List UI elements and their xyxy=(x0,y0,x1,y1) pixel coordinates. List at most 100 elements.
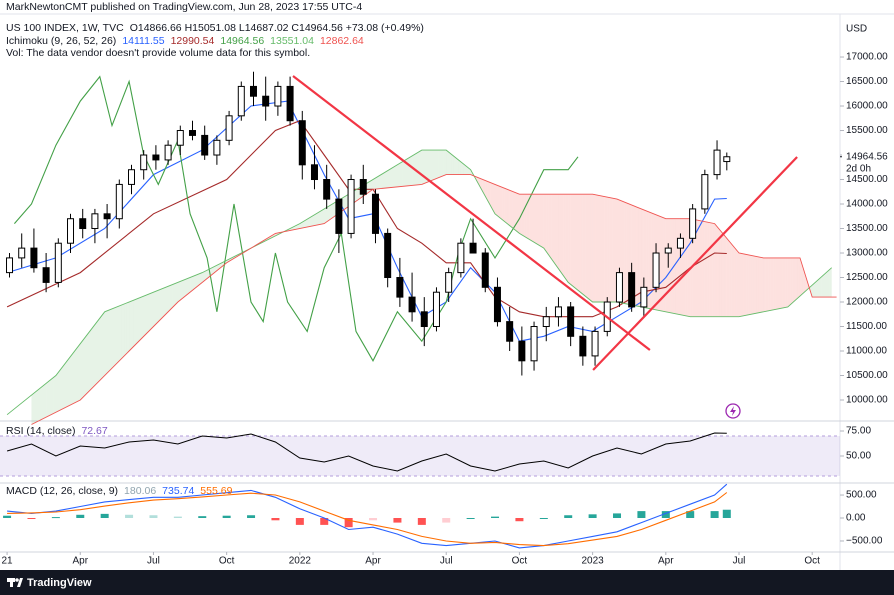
y-tick-label: 13500.00 xyxy=(846,223,888,234)
cloud-fill xyxy=(155,290,159,325)
cloud-fill xyxy=(190,276,193,293)
cloud-fill xyxy=(770,257,774,311)
cloud-fill xyxy=(429,150,432,182)
cloud-fill xyxy=(756,256,759,314)
cloud-fill xyxy=(814,280,818,298)
y-tick-label: 11000.00 xyxy=(846,346,887,357)
indicator-title: Ichimoku (9, 26, 52, 26) xyxy=(6,35,116,47)
cloud-fill xyxy=(541,194,544,249)
trendline xyxy=(292,75,651,351)
cloud-fill xyxy=(426,150,430,183)
x-tick-label: Apr xyxy=(658,556,674,567)
cloud-fill xyxy=(421,150,425,185)
candle-body xyxy=(371,193,379,234)
cloud-fill xyxy=(80,340,83,401)
cloud-fill xyxy=(592,194,596,303)
cloud-fill xyxy=(41,385,44,420)
candle-body xyxy=(249,85,257,97)
cloud-fill xyxy=(485,180,488,201)
macd-histogram-bar xyxy=(125,514,134,518)
x-tick-label: Jul xyxy=(733,556,746,567)
cloud-fill xyxy=(392,166,395,188)
y-tick-label: 0.00 xyxy=(846,513,866,524)
candle-body xyxy=(384,232,392,279)
cloud-fill xyxy=(90,327,93,391)
cloud-fill xyxy=(512,191,515,230)
cloud-fill xyxy=(826,269,830,298)
cloud-fill xyxy=(575,194,578,291)
cloud-fill xyxy=(307,217,310,228)
cloud-fill xyxy=(597,195,600,303)
candle-body xyxy=(408,296,416,313)
cloud-fill xyxy=(153,291,156,327)
cloud-fill xyxy=(787,257,791,307)
cloud-fill xyxy=(504,188,508,224)
cloud-fill xyxy=(448,152,452,175)
candle-body xyxy=(445,272,453,293)
cloud-fill xyxy=(99,314,103,381)
macd-histogram-bar xyxy=(491,516,500,518)
candle-body xyxy=(115,183,123,220)
cloud-fill xyxy=(273,233,276,238)
cloud-fill xyxy=(33,391,37,424)
cloud-fill xyxy=(817,278,820,298)
macd-histogram-bar xyxy=(247,515,256,518)
candle-body xyxy=(188,130,196,136)
cloud-fill xyxy=(380,173,383,189)
x-tick-label: Oct xyxy=(219,556,235,567)
cloud-fill xyxy=(48,379,51,416)
cloud-fill xyxy=(812,282,815,298)
x-tick-label: Apr xyxy=(72,556,88,567)
candle-body xyxy=(469,242,477,254)
macd-histogram-bar xyxy=(613,513,622,518)
macd-histogram-bar xyxy=(222,515,231,518)
macd-histogram-bar xyxy=(51,517,60,519)
cloud-fill xyxy=(87,330,91,393)
cloud-fill xyxy=(434,150,437,180)
x-tick-label: Jul xyxy=(147,556,160,567)
candle-body xyxy=(701,174,709,210)
cloud-fill xyxy=(219,262,222,269)
cloud-fill xyxy=(50,377,54,415)
cloud-fill xyxy=(568,194,571,285)
candle-body xyxy=(713,149,721,176)
cloud-fill xyxy=(146,294,149,334)
cloud-fill xyxy=(397,163,400,187)
cloud-fill xyxy=(302,220,305,229)
cloud-fill xyxy=(416,151,420,185)
cloud-fill xyxy=(536,194,539,246)
macd-histogram-bar xyxy=(466,518,475,519)
cloud-fill xyxy=(177,281,181,303)
cloud-fill xyxy=(477,177,481,188)
cloud-fill xyxy=(168,285,171,312)
ohlc-values: O14866.66 H15051.08 L14687.02 C14964.56 … xyxy=(130,22,424,34)
cloud-fill xyxy=(663,217,666,312)
y-tick-label: 13000.00 xyxy=(846,248,888,259)
cloud-fill xyxy=(768,257,771,311)
y-tick-label: 10000.00 xyxy=(846,395,888,406)
candle-body xyxy=(54,242,62,283)
cloud-fill xyxy=(502,187,505,222)
indicator-value: 14964.56 xyxy=(220,35,264,47)
cloud-fill xyxy=(104,310,108,376)
cloud-fill xyxy=(490,182,493,210)
cloud-fill xyxy=(712,223,715,317)
cloud-fill xyxy=(556,194,559,269)
countdown: 2d 0h xyxy=(846,163,871,174)
cloud-fill xyxy=(563,194,566,279)
cloud-fill xyxy=(719,229,722,317)
cloud-fill xyxy=(102,311,105,378)
cloud-fill xyxy=(682,218,686,316)
cloud-fill xyxy=(165,286,169,315)
cloud-fill xyxy=(609,197,613,303)
candle-body xyxy=(652,252,660,288)
cloud-fill xyxy=(709,222,713,317)
cloud-fill xyxy=(375,176,378,190)
cloud-fill xyxy=(53,375,56,414)
cloud-fill xyxy=(573,194,576,289)
cloud-fill xyxy=(746,254,749,316)
cloud-fill xyxy=(758,256,761,313)
cloud-fill xyxy=(495,184,498,216)
cloud-fill xyxy=(526,194,530,240)
candle-body xyxy=(152,154,160,161)
